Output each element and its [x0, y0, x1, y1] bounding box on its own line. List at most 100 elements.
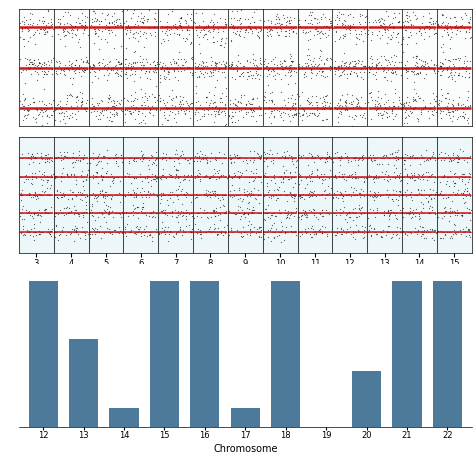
- Point: [323, 91, 331, 99]
- Point: [230, 186, 238, 194]
- Point: [183, 156, 191, 164]
- Point: [355, 36, 363, 43]
- Point: [214, 110, 222, 118]
- Point: [417, 69, 424, 76]
- Point: [148, 90, 155, 98]
- Point: [134, 37, 141, 45]
- Point: [257, 227, 265, 234]
- Point: [237, 14, 244, 22]
- Point: [254, 150, 261, 157]
- Point: [355, 155, 363, 163]
- Point: [417, 107, 425, 114]
- Point: [245, 97, 252, 105]
- Point: [97, 172, 105, 180]
- Point: [183, 173, 191, 181]
- Point: [193, 229, 201, 237]
- Point: [235, 184, 242, 192]
- Point: [248, 208, 255, 216]
- Point: [413, 29, 420, 37]
- Point: [244, 210, 251, 218]
- Point: [74, 14, 82, 22]
- Point: [321, 158, 328, 165]
- Point: [93, 228, 100, 235]
- Point: [281, 101, 289, 109]
- Point: [277, 20, 285, 27]
- Point: [243, 100, 250, 107]
- Point: [281, 153, 289, 161]
- Point: [345, 99, 353, 107]
- Point: [70, 237, 77, 245]
- Point: [193, 64, 201, 72]
- Point: [339, 227, 346, 234]
- Point: [414, 174, 421, 182]
- Point: [60, 116, 67, 123]
- Point: [155, 230, 163, 237]
- Point: [313, 15, 320, 23]
- Point: [47, 156, 55, 164]
- Point: [70, 210, 78, 218]
- Point: [254, 186, 261, 194]
- Point: [355, 189, 363, 197]
- Point: [267, 225, 275, 232]
- Point: [273, 185, 281, 192]
- Point: [31, 67, 39, 75]
- Point: [310, 62, 318, 70]
- Point: [182, 106, 190, 114]
- Point: [25, 37, 32, 45]
- Point: [379, 23, 387, 31]
- Point: [361, 114, 369, 122]
- Point: [220, 68, 228, 76]
- Point: [256, 223, 264, 230]
- Point: [327, 155, 335, 163]
- Point: [400, 99, 407, 107]
- Point: [367, 65, 374, 73]
- Point: [270, 100, 278, 107]
- Point: [213, 167, 221, 175]
- Point: [389, 14, 396, 22]
- Point: [20, 230, 28, 238]
- Point: [329, 194, 337, 202]
- Point: [293, 156, 301, 164]
- Point: [466, 191, 474, 199]
- Point: [317, 16, 325, 23]
- Point: [117, 60, 125, 67]
- Bar: [193, 137, 228, 253]
- Point: [302, 63, 310, 70]
- Bar: [367, 9, 402, 126]
- Point: [132, 193, 139, 201]
- Point: [82, 66, 89, 73]
- Point: [238, 233, 246, 241]
- Point: [381, 155, 388, 162]
- Bar: [28, 281, 58, 427]
- Point: [78, 224, 86, 231]
- Point: [179, 62, 187, 69]
- Point: [175, 21, 183, 28]
- Point: [152, 82, 160, 90]
- Point: [438, 19, 446, 27]
- Point: [347, 230, 355, 237]
- Point: [205, 26, 212, 34]
- Point: [371, 156, 379, 164]
- Point: [396, 207, 404, 214]
- Point: [161, 23, 169, 31]
- Point: [373, 175, 380, 182]
- Point: [222, 207, 229, 214]
- Point: [264, 16, 271, 24]
- Point: [160, 59, 167, 66]
- Point: [250, 176, 258, 184]
- Point: [334, 99, 342, 107]
- Point: [245, 72, 253, 80]
- Point: [432, 210, 439, 218]
- Point: [393, 230, 401, 238]
- Point: [115, 229, 123, 237]
- Point: [105, 94, 112, 101]
- Point: [59, 66, 66, 74]
- Point: [412, 206, 419, 213]
- Point: [410, 53, 417, 61]
- Point: [442, 55, 449, 63]
- Point: [98, 107, 106, 115]
- Point: [58, 226, 66, 234]
- Point: [264, 28, 271, 36]
- Point: [27, 70, 35, 77]
- Point: [346, 25, 353, 32]
